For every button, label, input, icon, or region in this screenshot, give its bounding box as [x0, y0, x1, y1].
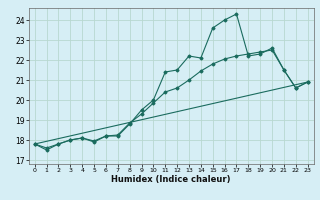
X-axis label: Humidex (Indice chaleur): Humidex (Indice chaleur)	[111, 175, 231, 184]
